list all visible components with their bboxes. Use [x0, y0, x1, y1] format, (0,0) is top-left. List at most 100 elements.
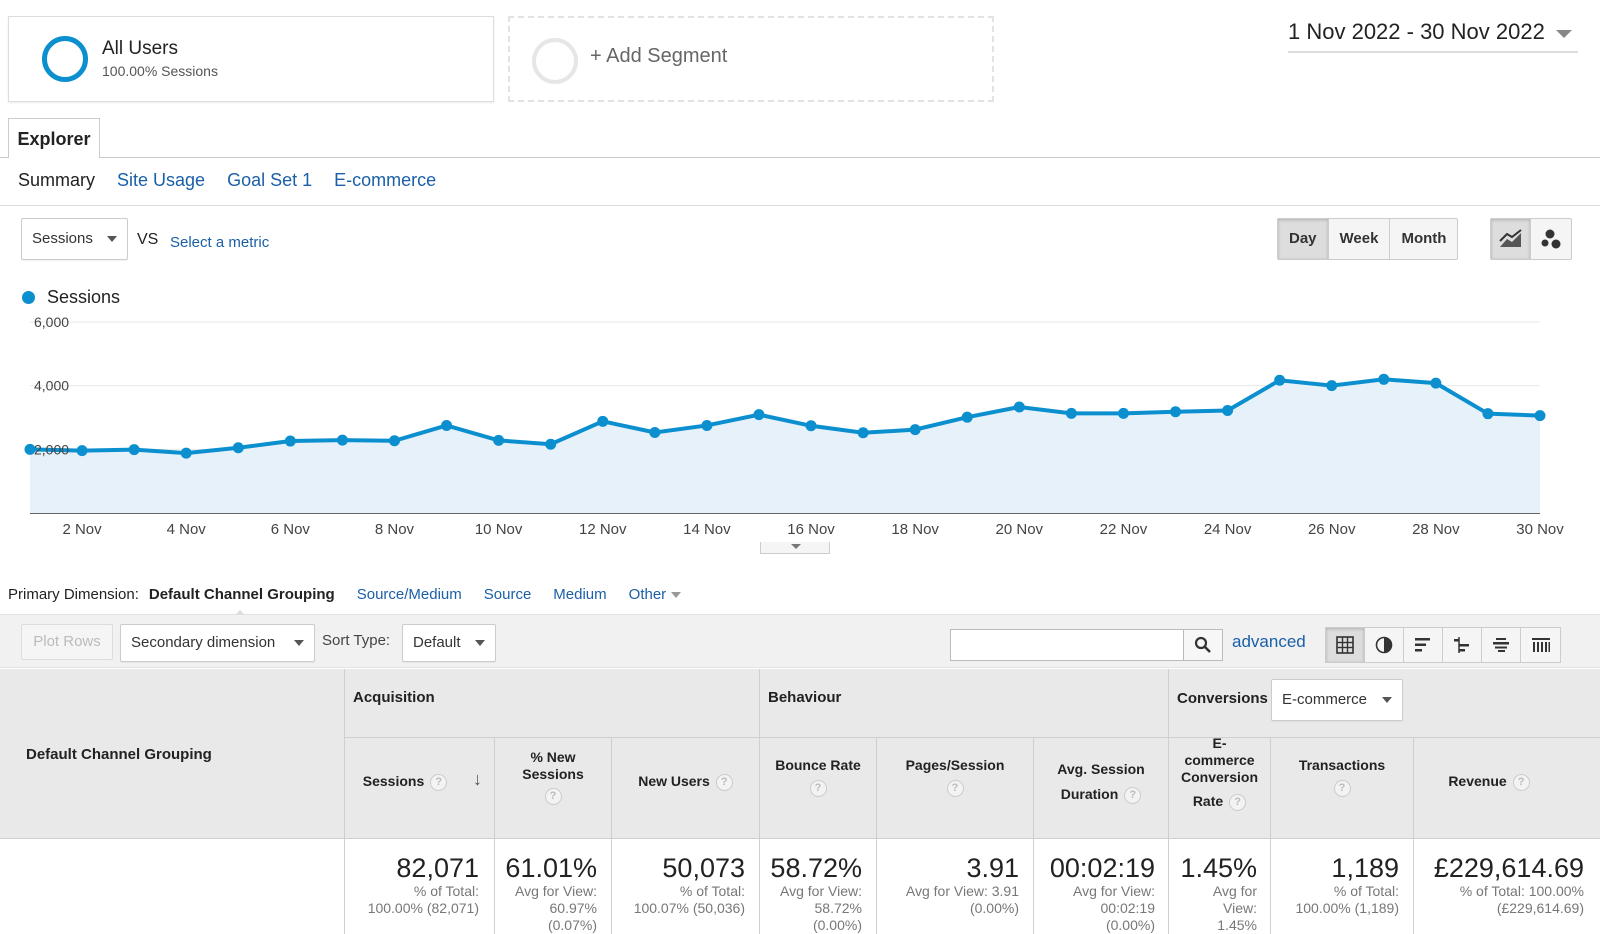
data-point[interactable] [441, 419, 453, 431]
dimension-source[interactable]: Source [483, 586, 532, 603]
data-point[interactable] [388, 435, 400, 447]
term-cloud-view-button[interactable] [1482, 628, 1521, 662]
subtab-summary[interactable]: Summary [18, 170, 96, 190]
table-view-button[interactable] [1326, 628, 1365, 662]
help-icon[interactable]: ? [1229, 793, 1247, 811]
data-point[interactable] [701, 419, 713, 431]
totals-row: 82,071 % of Total: 100.00% (82,071) 61.0… [0, 839, 1600, 934]
data-point[interactable] [1117, 407, 1129, 419]
table-search-input[interactable] [950, 629, 1184, 661]
help-icon[interactable]: ? [946, 779, 964, 797]
data-point[interactable] [1170, 406, 1182, 418]
pivot-view-button[interactable] [1521, 628, 1560, 662]
conversions-select[interactable]: E-commerce [1271, 679, 1403, 721]
data-point[interactable] [649, 426, 661, 438]
header-transactions[interactable]: Transactions ? [1271, 757, 1413, 797]
help-icon[interactable]: ? [544, 787, 562, 805]
dimension-other[interactable]: Other [629, 586, 682, 603]
dimension-header[interactable]: Default Channel Grouping [26, 746, 212, 763]
segment-title: All Users [102, 38, 179, 59]
day-button[interactable]: Day [1278, 219, 1329, 259]
week-button[interactable]: Week [1329, 219, 1391, 259]
data-point[interactable] [805, 420, 817, 432]
data-point[interactable] [857, 427, 869, 439]
tab-explorer[interactable]: Explorer [8, 118, 100, 158]
subtab-ecommerce[interactable]: E-commerce [334, 170, 437, 190]
data-point[interactable] [753, 409, 765, 421]
data-point[interactable] [961, 411, 973, 423]
header-transactions-label: Transactions [1298, 757, 1386, 773]
metric-select[interactable]: Sessions [21, 218, 128, 260]
help-icon[interactable]: ? [1333, 779, 1351, 797]
header-new-sessions[interactable]: % New Sessions ? [495, 749, 611, 805]
comparison-view-button[interactable] [1443, 628, 1482, 662]
header-avg-session-duration[interactable]: Avg. Session Duration? [1034, 757, 1168, 807]
data-point[interactable] [1482, 408, 1494, 420]
data-point[interactable] [232, 442, 244, 454]
header-ecommerce-conversion-rate[interactable]: E- commerce Conversion Rate? [1169, 735, 1270, 811]
data-point[interactable] [1065, 407, 1077, 419]
header-new-users[interactable]: New Users? [612, 773, 759, 791]
pie-view-button[interactable] [1365, 628, 1404, 662]
data-point[interactable] [24, 443, 36, 455]
data-point[interactable] [336, 434, 348, 446]
header-bounce-rate[interactable]: Bounce Rate ? [760, 757, 876, 797]
month-button[interactable]: Month [1401, 230, 1447, 247]
data-point[interactable] [1013, 401, 1025, 413]
performance-view-button[interactable] [1404, 628, 1443, 662]
header-ecom-line2: commerce [1184, 752, 1255, 768]
sort-desc-icon[interactable]: ↓ [473, 769, 482, 789]
data-point[interactable] [1222, 404, 1234, 416]
data-point[interactable] [1430, 377, 1442, 389]
data-point[interactable] [597, 415, 609, 427]
data-point[interactable] [128, 444, 140, 456]
chevron-down-icon [1556, 30, 1572, 38]
col-divider [1413, 737, 1414, 839]
total-avg-duration-sub1: Avg for View: [1073, 883, 1155, 899]
dimension-medium[interactable]: Medium [553, 586, 607, 603]
data-point[interactable] [1534, 410, 1546, 422]
sort-type-select[interactable]: Default [402, 624, 496, 662]
advanced-filter-link[interactable]: advanced [1232, 632, 1306, 651]
total-ecom-rate-sub2: View: [1223, 900, 1257, 916]
data-point[interactable] [1378, 373, 1390, 385]
help-icon[interactable]: ? [1124, 786, 1142, 804]
data-point[interactable] [76, 445, 88, 457]
total-bounce-rate-sub2: 58.72% [814, 900, 862, 916]
data-point[interactable] [909, 424, 921, 436]
col-divider [1270, 737, 1271, 839]
data-point[interactable] [493, 434, 505, 446]
report-subtabs: Summary Site Usage Goal Set 1 E-commerce [18, 170, 436, 191]
add-segment-button[interactable]: + Add Segment [508, 16, 994, 102]
header-sessions[interactable]: Sessions? [345, 773, 465, 791]
subtab-goal-set-1[interactable]: Goal Set 1 [227, 170, 313, 190]
sessions-line [29, 377, 1541, 456]
help-icon[interactable]: ? [715, 773, 733, 791]
dimension-source-medium[interactable]: Source/Medium [356, 586, 462, 603]
motion-chart-button[interactable] [1531, 219, 1571, 259]
data-point[interactable] [180, 447, 192, 459]
header-revenue[interactable]: Revenue? [1414, 773, 1564, 791]
search-button[interactable] [1183, 629, 1223, 661]
subtab-site-usage[interactable]: Site Usage [117, 170, 206, 190]
data-point[interactable] [1274, 374, 1286, 386]
help-icon[interactable]: ? [430, 773, 448, 791]
line-chart-button[interactable] [1491, 219, 1531, 259]
subtab-divider [0, 205, 1600, 206]
header-pages-session[interactable]: Pages/Session ? [877, 757, 1033, 797]
help-icon[interactable]: ? [809, 779, 827, 797]
header-new-sessions-line2: Sessions [522, 766, 584, 782]
acquisition-group-header: Acquisition [353, 689, 435, 706]
help-icon[interactable]: ? [1512, 773, 1530, 791]
data-point[interactable] [1326, 380, 1338, 392]
segment-all-users[interactable]: All Users 100.00% Sessions [8, 16, 494, 102]
select-metric-link[interactable]: Select a metric [170, 234, 270, 251]
date-range-picker[interactable]: 1 Nov 2022 - 30 Nov 2022 [1288, 19, 1578, 53]
chart-collapse-toggle[interactable] [760, 542, 830, 554]
data-point[interactable] [545, 438, 557, 450]
plot-rows-button[interactable]: Plot Rows [21, 624, 113, 660]
bar-list-icon [1415, 638, 1430, 652]
x-tick-label: 12 Nov [579, 521, 627, 538]
data-point[interactable] [284, 435, 296, 447]
secondary-dimension-select[interactable]: Secondary dimension [120, 624, 315, 662]
